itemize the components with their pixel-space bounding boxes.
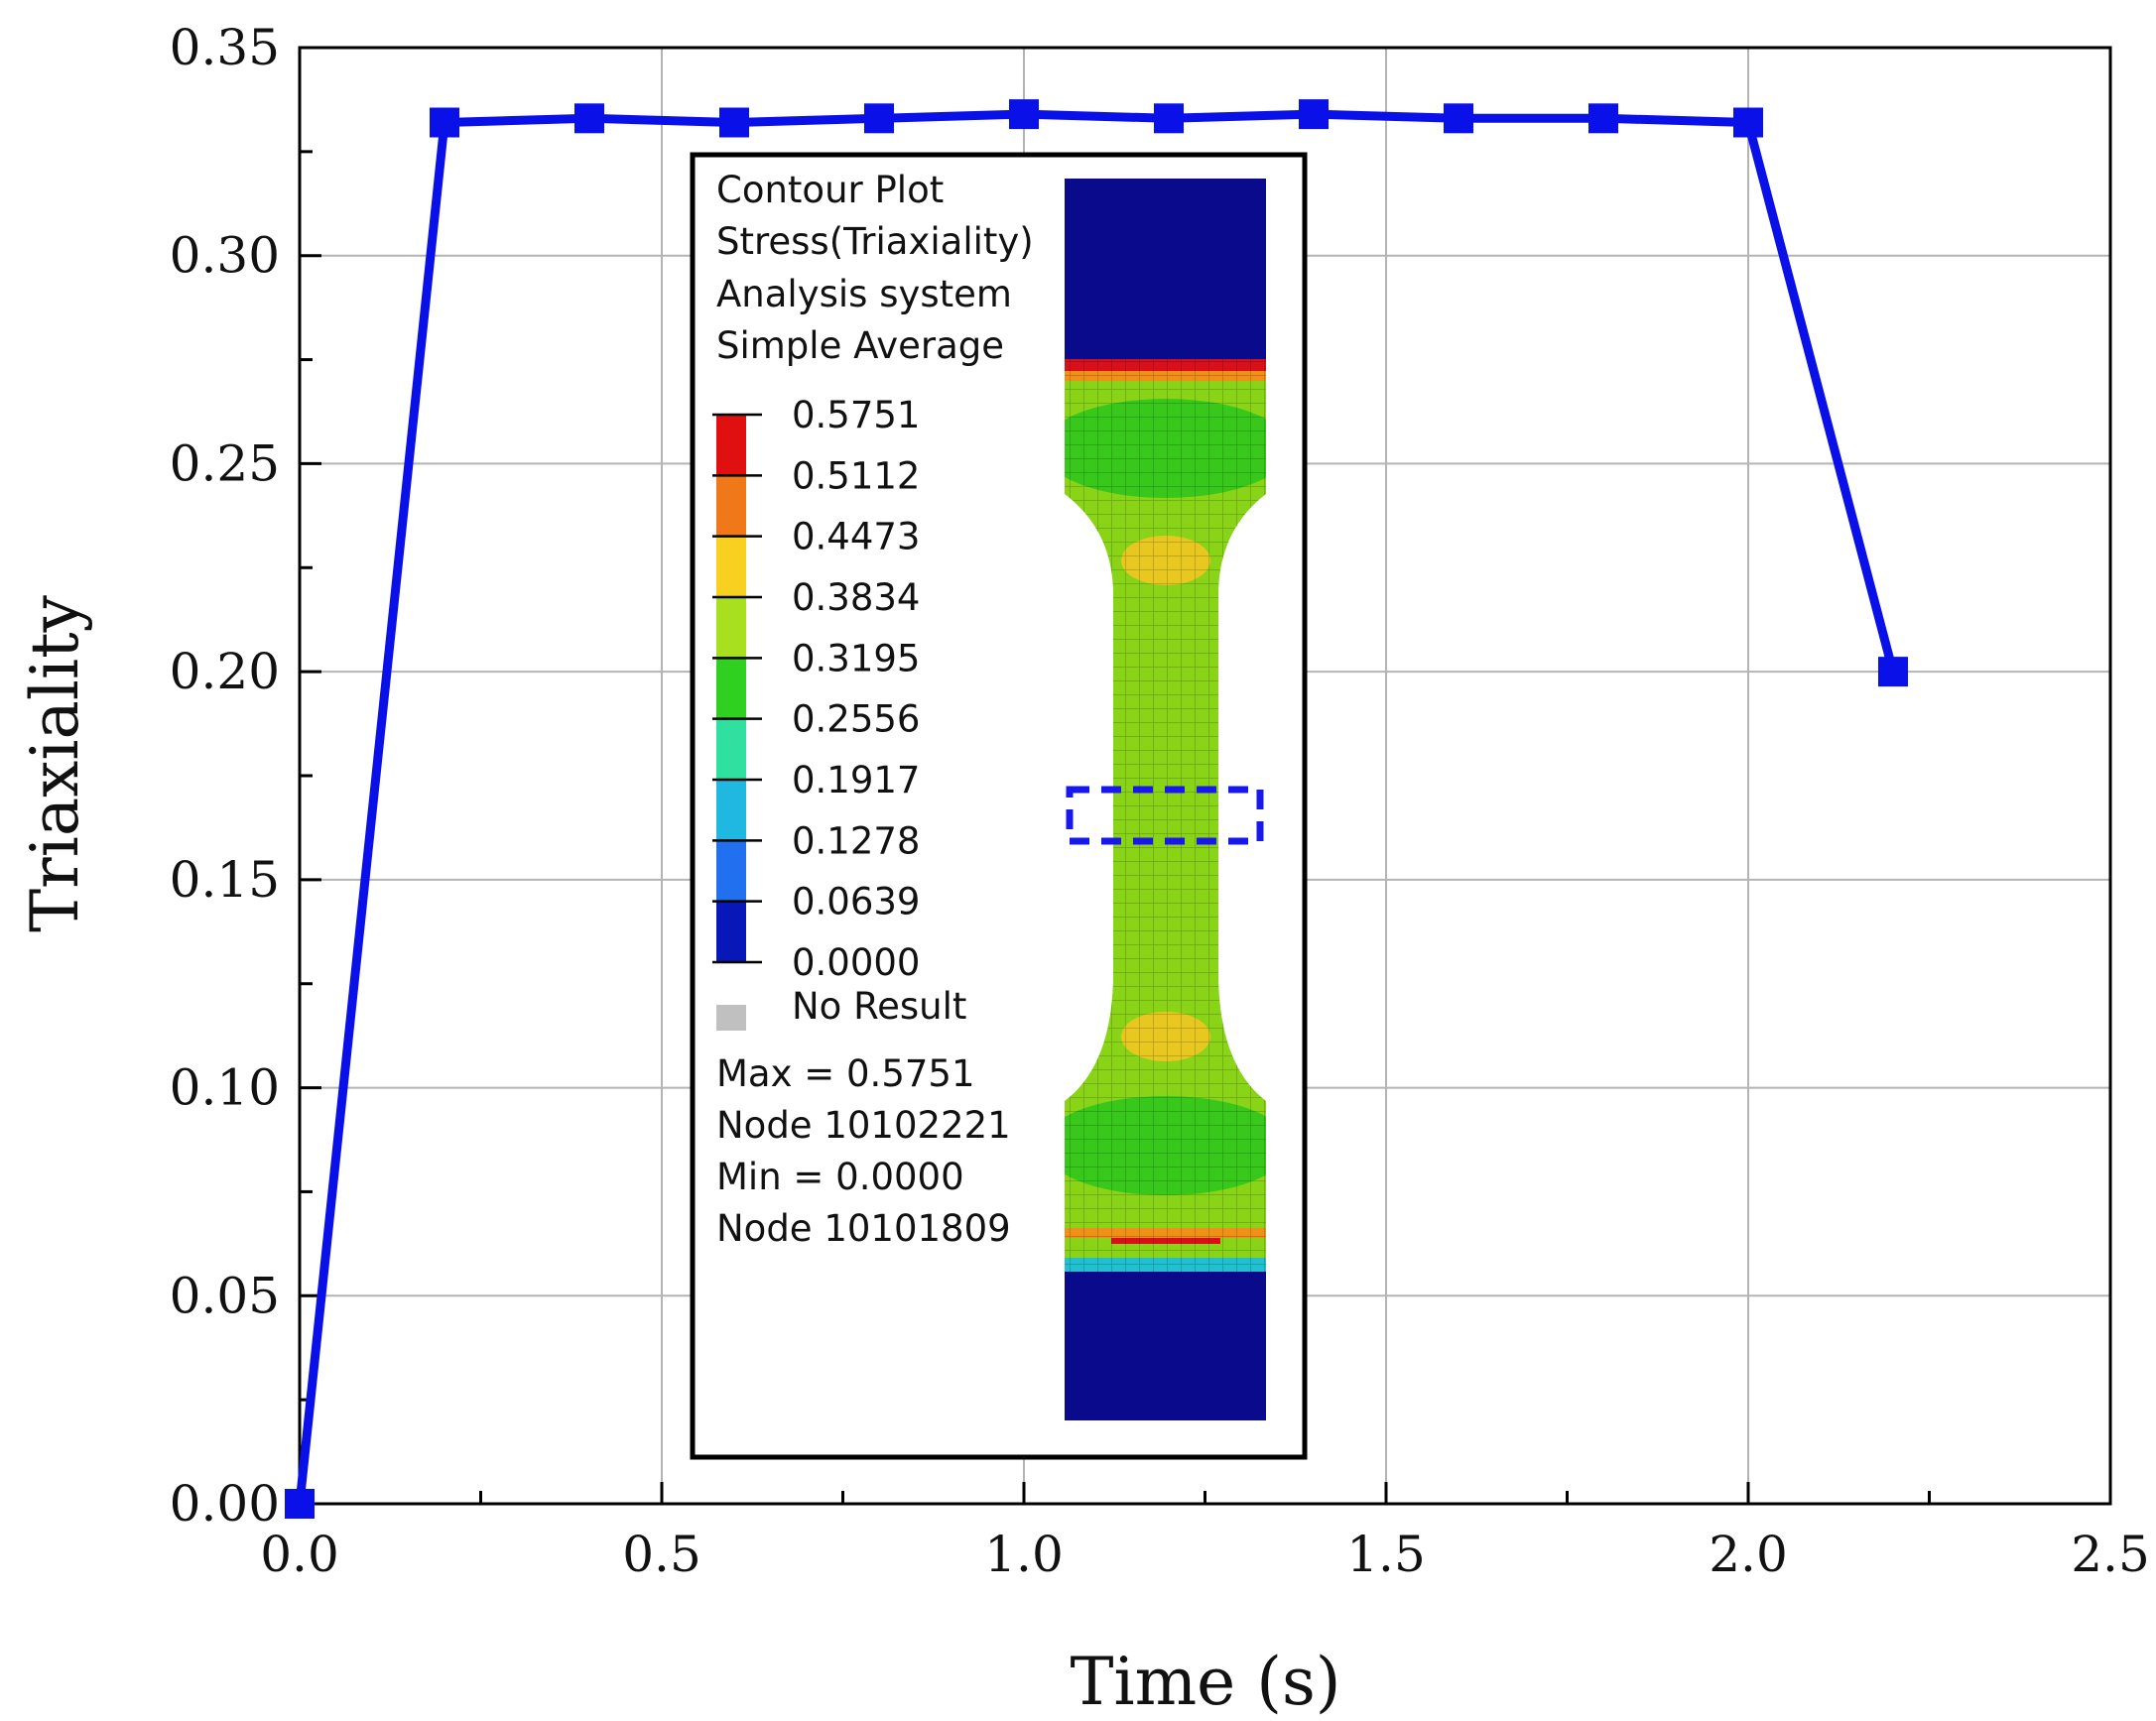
data-point xyxy=(1154,103,1184,134)
y-tick-label: 0.00 xyxy=(170,1475,280,1533)
inset-header-line: Simple Average xyxy=(716,324,1004,367)
contour-inset: Contour Plot Stress(Triaxiality) Analysi… xyxy=(690,152,1308,1460)
colorbar-label: 0.3834 xyxy=(792,576,920,619)
data-point xyxy=(1444,103,1473,134)
colorbar-labels: 0.5751 0.5112 0.4473 0.3834 0.3195 0.2556 0.19… xyxy=(792,394,920,984)
data-point xyxy=(719,107,749,138)
colorbar-label: 0.0000 xyxy=(792,941,920,984)
colorbar-label: 0.5112 xyxy=(792,454,920,497)
colorbar-band xyxy=(716,415,746,476)
no-result-label: No Result xyxy=(792,985,966,1028)
x-tick-label: 2.0 xyxy=(1709,1526,1788,1583)
inset-header-line: Stress(Triaxiality) xyxy=(716,220,1034,263)
inset-stats: Max = 0.5751 Node 10102221 Min = 0.0000 … xyxy=(716,1052,1011,1250)
no-result-swatch xyxy=(716,1005,746,1031)
colorbar-label: 0.3195 xyxy=(792,637,920,679)
colorbar-band xyxy=(716,658,746,720)
colorbar-label: 0.1278 xyxy=(792,819,920,862)
x-tick-label: 1.5 xyxy=(1346,1526,1426,1583)
inset-header: Contour Plot Stress(Triaxiality) Analysi… xyxy=(716,169,1034,367)
colorbar-band xyxy=(716,840,746,903)
data-point xyxy=(1588,103,1618,134)
series-triaxiality xyxy=(285,99,1908,1519)
stats-line: Min = 0.0000 xyxy=(716,1156,964,1198)
colorbar-band xyxy=(716,536,746,598)
colorbar-band xyxy=(716,718,746,781)
inset-header-line: Analysis system xyxy=(716,273,1012,315)
axis-ticks xyxy=(298,46,2112,1506)
y-tick-label: 0.35 xyxy=(170,19,280,76)
colorbar-label: 0.5751 xyxy=(792,394,920,436)
colorbar-band xyxy=(716,475,746,538)
stats-line: Node 10102221 xyxy=(716,1104,1011,1147)
colorbar-label: 0.0639 xyxy=(792,881,920,923)
y-tick-label: 0.05 xyxy=(170,1267,280,1324)
inset-header-line: Contour Plot xyxy=(716,169,944,211)
series-line xyxy=(295,109,1898,1505)
data-point xyxy=(1299,99,1329,130)
data-point xyxy=(430,107,459,138)
x-axis-title: Time (s) xyxy=(1070,1644,1340,1720)
x-tick-label: 0.5 xyxy=(622,1526,701,1583)
stats-line: Node 10101809 xyxy=(716,1207,1011,1250)
y-tick-label: 0.20 xyxy=(170,643,280,700)
y-tick-label: 0.15 xyxy=(170,851,280,909)
colorbar-band xyxy=(716,597,746,659)
y-axis-title: Triaxiality xyxy=(17,594,93,931)
selected-region-box xyxy=(1066,786,1264,845)
specimen-grip-top xyxy=(1065,179,1266,359)
tick-labels: 0.0 0.5 1.0 1.5 2.0 2.5 0.00 0.05 0.10 0.15 0.20 0.… xyxy=(170,19,2150,1583)
data-point xyxy=(1009,99,1039,130)
x-tick-label: 2.5 xyxy=(2071,1526,2150,1583)
data-point xyxy=(574,103,604,134)
y-tick-label: 0.10 xyxy=(170,1059,280,1117)
x-tick-label: 0.0 xyxy=(260,1526,339,1583)
x-tick-label: 1.0 xyxy=(984,1526,1064,1583)
colorbar-band xyxy=(716,780,746,841)
colorbar-label: 0.2556 xyxy=(792,698,920,741)
y-tick-label: 0.30 xyxy=(170,227,280,285)
y-tick-label: 0.25 xyxy=(170,434,280,492)
colorbar-label: 0.4473 xyxy=(792,516,920,558)
colorbar-band xyxy=(716,901,746,963)
specimen-grip-bottom xyxy=(1065,1272,1266,1420)
data-point xyxy=(285,1489,315,1519)
colorbar xyxy=(712,413,762,964)
stats-line: Max = 0.5751 xyxy=(716,1052,974,1095)
colorbar-label: 0.1917 xyxy=(792,759,920,801)
data-point xyxy=(1878,657,1908,687)
data-point xyxy=(864,103,894,134)
data-point xyxy=(1733,107,1763,138)
